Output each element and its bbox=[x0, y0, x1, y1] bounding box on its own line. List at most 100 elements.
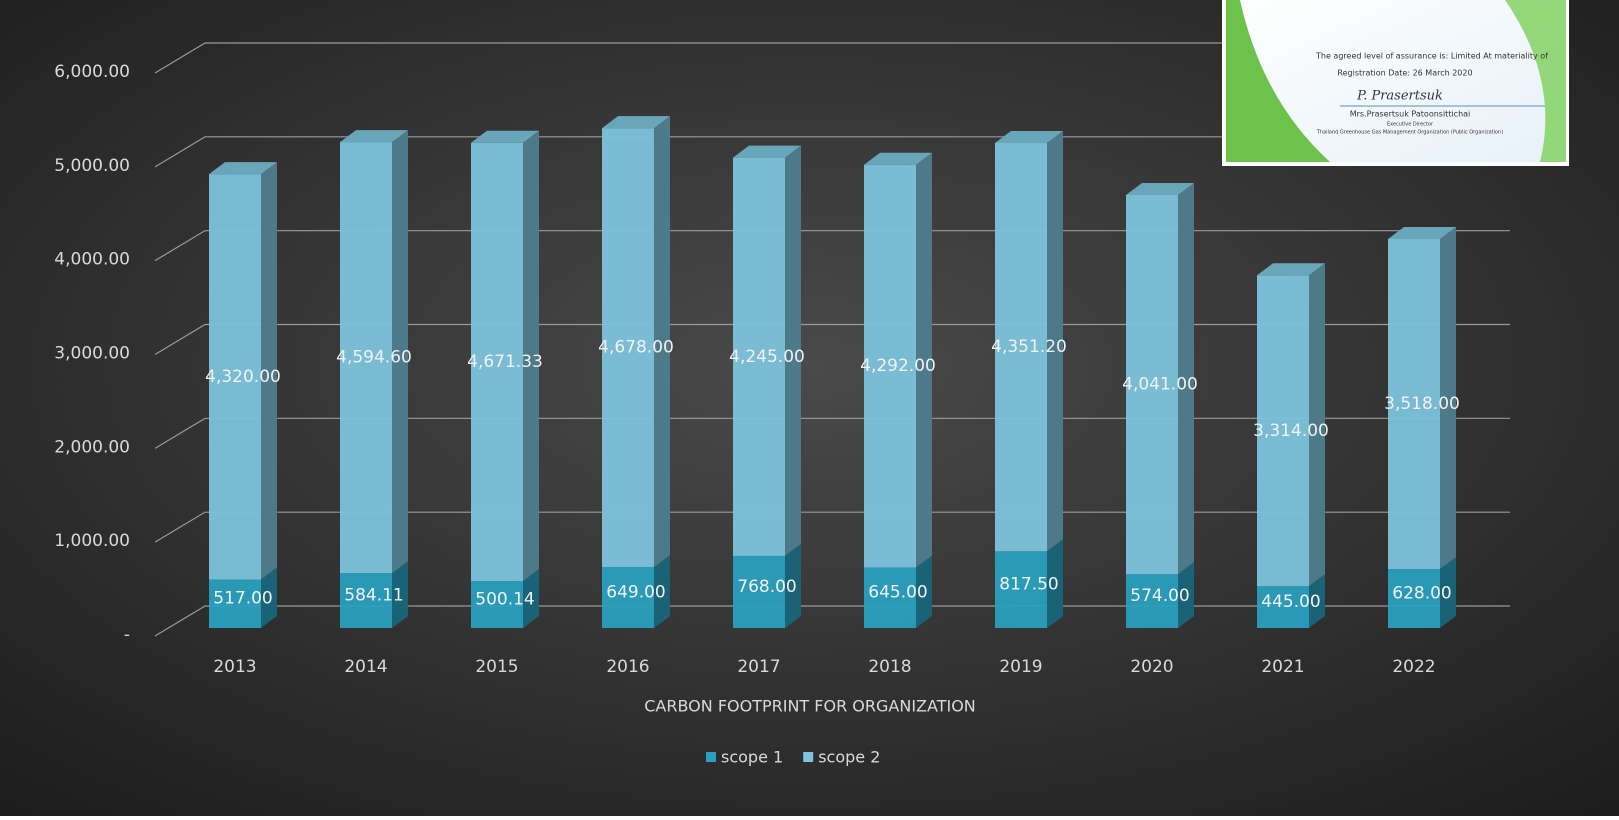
value-label: 4,594.60 bbox=[336, 348, 412, 368]
bar-segment bbox=[340, 573, 392, 628]
value-label: 4,671.33 bbox=[467, 352, 543, 372]
bar-segment bbox=[1257, 275, 1309, 587]
bar-top bbox=[1388, 226, 1456, 239]
bar-side bbox=[1047, 539, 1063, 628]
bar-segment bbox=[209, 174, 261, 580]
value-label: 4,292.00 bbox=[860, 356, 936, 376]
legend-label: scope 1 bbox=[721, 748, 783, 767]
value-label: 574.00 bbox=[1130, 586, 1189, 606]
y-tick-label: 2,000.00 bbox=[54, 437, 130, 457]
bar-top bbox=[340, 130, 408, 143]
value-label: 3,314.00 bbox=[1253, 421, 1329, 441]
value-label: 4,245.00 bbox=[729, 347, 805, 367]
value-label: 445.00 bbox=[1261, 592, 1320, 612]
bar-top bbox=[471, 130, 539, 143]
y-tick-label: - bbox=[124, 625, 130, 645]
grid-line bbox=[154, 605, 1510, 637]
bar-side bbox=[392, 130, 408, 574]
bar-segment bbox=[1388, 569, 1440, 628]
x-tick-label: 2021 bbox=[1261, 657, 1304, 677]
bar-top bbox=[995, 131, 1063, 144]
bar-side bbox=[1440, 226, 1456, 570]
bar-side bbox=[261, 567, 277, 628]
bar-segment bbox=[864, 567, 916, 628]
value-label: 4,320.00 bbox=[205, 367, 281, 387]
inset-green-band-right bbox=[1505, 0, 1566, 162]
bar-segment bbox=[1126, 194, 1178, 575]
bar-top bbox=[209, 162, 277, 175]
legend: scope 1 scope 2 bbox=[706, 748, 880, 767]
grid-line bbox=[154, 136, 1510, 168]
grid-line bbox=[154, 323, 1510, 356]
x-tick-label: 2014 bbox=[344, 657, 387, 677]
bar-side bbox=[785, 543, 801, 628]
inset-text: Registration Date: 26 March 2020 bbox=[1337, 69, 1472, 78]
bar-segment bbox=[864, 164, 916, 568]
x-tick-label: 2018 bbox=[868, 657, 911, 677]
y-tick-label: 5,000.00 bbox=[54, 156, 130, 176]
grid-line bbox=[154, 42, 1510, 74]
bar-side bbox=[916, 152, 932, 568]
y-tick-label: 3,000.00 bbox=[54, 344, 130, 364]
inset-paper bbox=[1226, 0, 1566, 162]
bar-top bbox=[602, 116, 670, 129]
inset-text: Executive Director bbox=[1387, 122, 1434, 128]
bar-segment bbox=[340, 142, 392, 574]
bar-side bbox=[1440, 557, 1456, 628]
bar-side bbox=[261, 162, 277, 580]
certificate-inset: The agreed level of assurance is: Limite… bbox=[1222, 0, 1569, 166]
value-label: 4,041.00 bbox=[1122, 375, 1198, 395]
value-label: 645.00 bbox=[868, 583, 927, 603]
inset-green-band bbox=[1226, 0, 1330, 162]
bar-side bbox=[1309, 263, 1325, 587]
grid-line bbox=[154, 511, 1510, 543]
bar-segment bbox=[995, 551, 1047, 628]
y-tick-label: 1,000.00 bbox=[54, 531, 130, 551]
bar-side bbox=[785, 145, 801, 556]
x-tick-label: 2022 bbox=[1392, 657, 1435, 677]
bar-segment bbox=[602, 567, 654, 628]
x-tick-label: 2015 bbox=[475, 657, 518, 677]
value-label: 4,678.00 bbox=[598, 338, 674, 358]
bar-side bbox=[654, 116, 670, 568]
value-label: 649.00 bbox=[606, 583, 665, 603]
bar-segment bbox=[471, 581, 523, 628]
legend-swatch bbox=[803, 752, 814, 762]
grid-line bbox=[154, 230, 1510, 262]
value-label: 517.00 bbox=[213, 589, 272, 609]
x-tick-label: 2019 bbox=[999, 657, 1042, 677]
bar-segment bbox=[995, 143, 1047, 552]
inset-text: The agreed level of assurance is: Limite… bbox=[1315, 52, 1548, 61]
bar-top bbox=[1257, 263, 1325, 276]
bar-top bbox=[1126, 182, 1194, 195]
value-label: 817.50 bbox=[999, 575, 1058, 595]
plot-area: - 1,000.00 2,000.00 3,000.00 4,000.00 5,000.0… bbox=[54, 42, 1510, 677]
inset-text: Thailand Greenhouse Gas Management Organ… bbox=[1316, 130, 1503, 136]
bar-segment bbox=[209, 579, 261, 628]
legend-swatch bbox=[706, 752, 716, 762]
inset-signature: P. Prasertsuk bbox=[1356, 89, 1443, 104]
bar-top bbox=[864, 152, 932, 165]
bar-segment bbox=[733, 157, 785, 556]
bar-side bbox=[523, 569, 539, 628]
bar-side bbox=[392, 561, 408, 628]
value-label: 3,518.00 bbox=[1384, 394, 1460, 414]
x-axis-title: CARBON FOOTPRINT FOR ORGANIZATION bbox=[644, 697, 976, 716]
bar-side bbox=[1178, 562, 1194, 628]
x-tick-label: 2017 bbox=[737, 657, 780, 677]
bar-side bbox=[1178, 182, 1194, 575]
x-tick-label: 2013 bbox=[213, 657, 256, 677]
bar-segment bbox=[602, 128, 654, 568]
bar-segment bbox=[1257, 586, 1309, 628]
value-label: 628.00 bbox=[1392, 584, 1451, 604]
value-label: 4,351.20 bbox=[991, 337, 1067, 357]
bar-side bbox=[1309, 574, 1325, 628]
x-tick-label: 2016 bbox=[606, 657, 649, 677]
bar-segment bbox=[733, 555, 785, 628]
bar-side bbox=[654, 555, 670, 628]
grid-line bbox=[154, 417, 1510, 449]
bar-side bbox=[916, 555, 932, 628]
inset-text: Mrs.Prasertsuk Patoonsittichai bbox=[1350, 110, 1471, 119]
bar-segment bbox=[1126, 574, 1178, 628]
